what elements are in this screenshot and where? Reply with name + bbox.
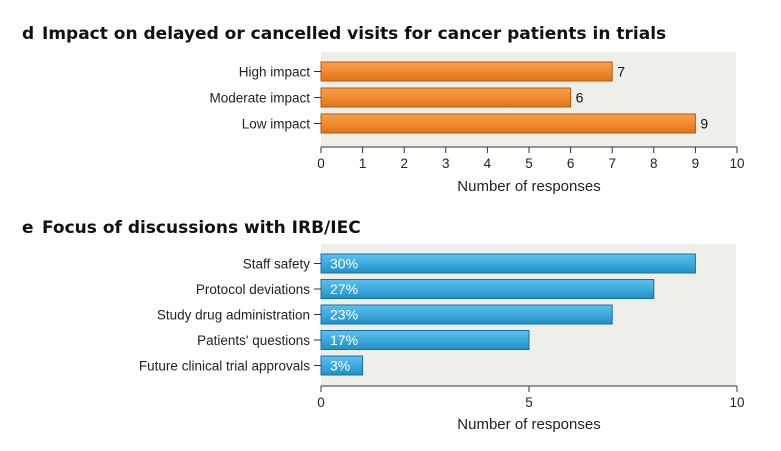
x-tick-label-10: 10 bbox=[729, 395, 744, 410]
category-label-low-impact: Low impact bbox=[242, 117, 311, 132]
panel-d-x-axis-label: Number of responses bbox=[457, 178, 600, 195]
x-tick-label-4: 4 bbox=[484, 156, 492, 171]
panel-d-x-ticks: 0 1 2 3 4 5 6 7 8 9 10 bbox=[317, 147, 745, 171]
panel-e-category-labels: Staff safety Protocol deviations Study dru… bbox=[139, 257, 321, 374]
panel-d-letter: d bbox=[22, 24, 34, 44]
x-tick-label-3: 3 bbox=[442, 156, 450, 171]
x-tick-label-8: 8 bbox=[650, 156, 658, 171]
category-label-study-drug-administration: Study drug administration bbox=[157, 308, 310, 323]
x-tick-label-9: 9 bbox=[692, 156, 700, 171]
category-label-patients-questions: Patients' questions bbox=[197, 333, 310, 348]
value-label-protocol-deviations: 27% bbox=[330, 281, 358, 297]
x-tick-label-6: 6 bbox=[567, 156, 575, 171]
x-tick-label-2: 2 bbox=[400, 156, 408, 171]
bar-study-drug-administration bbox=[320, 304, 613, 325]
panel-d: d Impact on delayed or cancelled visits … bbox=[22, 24, 745, 195]
panel-e-title: Focus of discussions with IRB/IEC bbox=[42, 218, 361, 238]
panel-d-category-labels: High impact Moderate impact Low impact bbox=[209, 65, 321, 132]
panel-e-x-axis-label: Number of responses bbox=[457, 416, 600, 433]
bar-low-impact bbox=[320, 113, 696, 134]
bar-high-impact bbox=[320, 61, 613, 82]
x-tick-label-7: 7 bbox=[608, 156, 616, 171]
panel-d-value-labels: 7 6 9 bbox=[576, 64, 709, 132]
panel-d-bars bbox=[320, 61, 696, 134]
value-label-low-impact: 9 bbox=[700, 116, 708, 132]
value-label-staff-safety: 30% bbox=[330, 256, 358, 272]
bar-protocol-deviations bbox=[320, 279, 655, 299]
x-tick-label-5: 5 bbox=[525, 395, 533, 410]
panel-e-value-labels: 30% 27% 23% 17% 3% bbox=[330, 256, 358, 374]
panel-e: e Focus of discussions with IRB/IEC Staf… bbox=[22, 218, 745, 433]
category-label-high-impact: High impact bbox=[239, 65, 311, 80]
panel-d-title: Impact on delayed or cancelled visits fo… bbox=[42, 24, 666, 44]
value-label-patients-questions: 17% bbox=[330, 332, 358, 348]
bar-moderate-impact bbox=[320, 87, 572, 108]
category-label-staff-safety: Staff safety bbox=[243, 257, 311, 272]
category-label-protocol-deviations: Protocol deviations bbox=[196, 282, 310, 297]
value-label-study-drug-administration: 23% bbox=[330, 307, 358, 323]
value-label-moderate-impact: 6 bbox=[576, 90, 584, 106]
category-label-future-clinical-trial-approvals: Future clinical trial approvals bbox=[139, 359, 310, 374]
panel-e-x-ticks: 0 5 10 bbox=[317, 386, 745, 410]
value-label-future-clinical-trial-approvals: 3% bbox=[330, 358, 350, 374]
x-tick-label-0: 0 bbox=[317, 156, 325, 171]
x-tick-label-0: 0 bbox=[317, 395, 325, 410]
x-tick-label-10: 10 bbox=[729, 156, 744, 171]
x-tick-label-5: 5 bbox=[525, 156, 533, 171]
value-label-high-impact: 7 bbox=[617, 64, 625, 80]
category-label-moderate-impact: Moderate impact bbox=[209, 91, 310, 106]
x-tick-label-1: 1 bbox=[359, 156, 367, 171]
bar-staff-safety bbox=[320, 253, 696, 274]
panel-e-letter: e bbox=[22, 218, 34, 238]
